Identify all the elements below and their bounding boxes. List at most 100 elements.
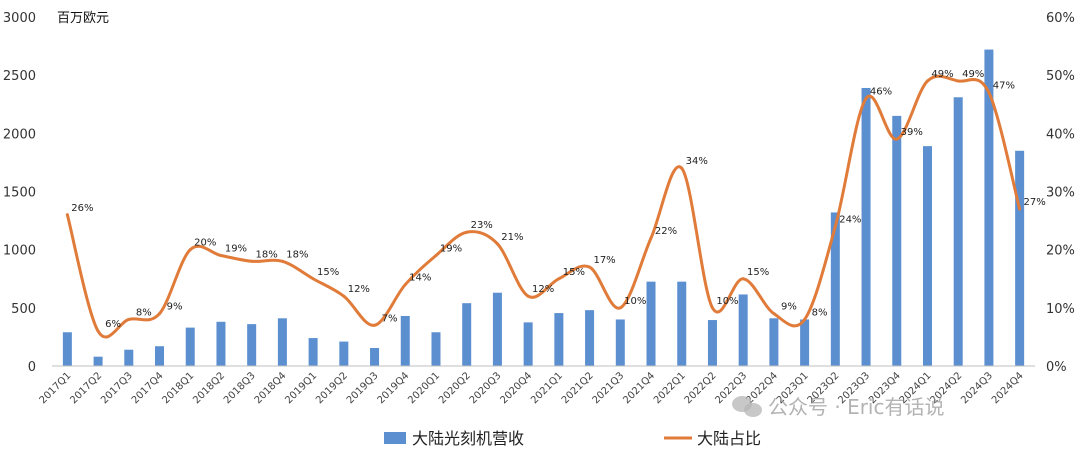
bar xyxy=(892,115,902,366)
bar xyxy=(830,212,840,366)
data-label: 47% xyxy=(993,81,1015,92)
line-point xyxy=(925,79,929,83)
line-point xyxy=(710,306,714,310)
bar xyxy=(462,303,472,366)
bar xyxy=(431,332,441,366)
line-point xyxy=(649,236,653,240)
data-label: 34% xyxy=(686,156,708,167)
line-point xyxy=(618,306,622,310)
line-point xyxy=(311,277,315,281)
legend-label-line: 大陆占比 xyxy=(697,429,761,448)
line-path xyxy=(65,74,1022,339)
left-tick-label: 2500 xyxy=(3,69,36,84)
bar xyxy=(124,349,134,366)
bar xyxy=(216,321,226,366)
left-tick-label: 500 xyxy=(11,302,36,317)
bar xyxy=(707,320,717,366)
data-label: 24% xyxy=(839,214,861,225)
data-label: 19% xyxy=(225,243,247,254)
bar xyxy=(523,322,533,366)
bar xyxy=(185,327,195,366)
data-label: 8% xyxy=(136,307,152,318)
bar xyxy=(769,318,779,366)
x-tick-label: 2021Q3 xyxy=(591,370,627,406)
x-tick-label: 2018Q4 xyxy=(253,370,289,406)
left-tick-label: 0 xyxy=(28,360,36,375)
right-tick-label: 0% xyxy=(1046,360,1067,375)
left-tick-label: 1500 xyxy=(3,186,36,201)
bar xyxy=(677,281,687,366)
point-labels: 26% 6% 8% 9% 20% 19% 18% 18% 15% 12% 7% 14% 19% 23% 21… xyxy=(71,69,1046,330)
bar xyxy=(155,346,165,366)
x-tick-label: 2020Q2 xyxy=(437,370,473,406)
data-label: 6% xyxy=(105,319,121,330)
data-label: 12% xyxy=(532,284,554,295)
data-label: 49% xyxy=(962,69,984,80)
line-point xyxy=(833,224,837,228)
line-point xyxy=(895,137,899,141)
bar xyxy=(339,341,349,366)
line-series xyxy=(65,74,1022,339)
x-tick-label: 2024Q3 xyxy=(959,370,995,406)
left-axis: 0 500 1000 1500 2000 2500 3000 xyxy=(3,11,36,375)
right-tick-label: 50% xyxy=(1046,69,1075,84)
bar xyxy=(615,319,625,366)
line-point xyxy=(96,329,100,333)
x-tick-label: 2021Q1 xyxy=(529,370,565,406)
x-tick-label: 2017Q2 xyxy=(68,370,104,406)
line-point xyxy=(219,253,223,257)
line-point xyxy=(956,79,960,83)
data-label: 17% xyxy=(593,255,615,266)
bar xyxy=(400,315,410,366)
x-tick-label: 2017Q4 xyxy=(130,370,166,406)
unit-label: 百万欧元 xyxy=(57,11,109,26)
data-label: 15% xyxy=(317,267,339,278)
x-tick-label: 2024Q4 xyxy=(990,370,1026,406)
x-tick-label: 2019Q2 xyxy=(314,370,350,406)
line-point xyxy=(495,242,499,246)
x-tick-label: 2020Q1 xyxy=(406,370,442,406)
left-tick-label: 2000 xyxy=(3,127,36,142)
bar xyxy=(922,146,932,366)
data-label: 10% xyxy=(624,296,646,307)
right-tick-label: 10% xyxy=(1046,302,1075,317)
data-label: 8% xyxy=(812,307,828,318)
line-point xyxy=(403,283,407,287)
data-label: 9% xyxy=(781,302,797,313)
line-point xyxy=(772,312,776,316)
data-label: 39% xyxy=(901,127,923,138)
left-tick-label: 1000 xyxy=(3,244,36,259)
line-point xyxy=(987,91,991,95)
bar xyxy=(984,49,994,366)
right-tick-label: 40% xyxy=(1046,127,1075,142)
x-tick-label: 2018Q3 xyxy=(222,370,258,406)
line-point xyxy=(342,294,346,298)
data-label: 46% xyxy=(870,86,892,97)
bar xyxy=(308,338,318,366)
legend: 大陆光刻机营收 大陆占比 xyxy=(384,429,761,448)
x-tick-label: 2021Q2 xyxy=(560,370,596,406)
line-point xyxy=(434,253,438,257)
x-tick-label: 2021Q4 xyxy=(621,370,657,406)
bar xyxy=(1015,150,1025,366)
line-point xyxy=(526,294,530,298)
data-label: 10% xyxy=(716,296,738,307)
x-tick-label: 2020Q4 xyxy=(498,370,534,406)
data-label: 9% xyxy=(167,302,183,313)
bar xyxy=(370,347,380,366)
x-tick-label: 2020Q3 xyxy=(468,370,504,406)
bar xyxy=(953,97,963,367)
line-point xyxy=(588,265,592,269)
right-tick-label: 60% xyxy=(1046,11,1075,26)
bar xyxy=(62,332,72,366)
right-tick-label: 20% xyxy=(1046,244,1075,259)
bar-series xyxy=(62,49,1025,367)
x-tick-label: 2019Q4 xyxy=(376,370,412,406)
right-axis: 0% 10% 20% 30% 40% 50% 60% xyxy=(1046,11,1075,375)
line-point xyxy=(680,166,684,170)
bar xyxy=(585,310,595,366)
bar xyxy=(738,294,748,366)
line-point xyxy=(864,96,868,100)
